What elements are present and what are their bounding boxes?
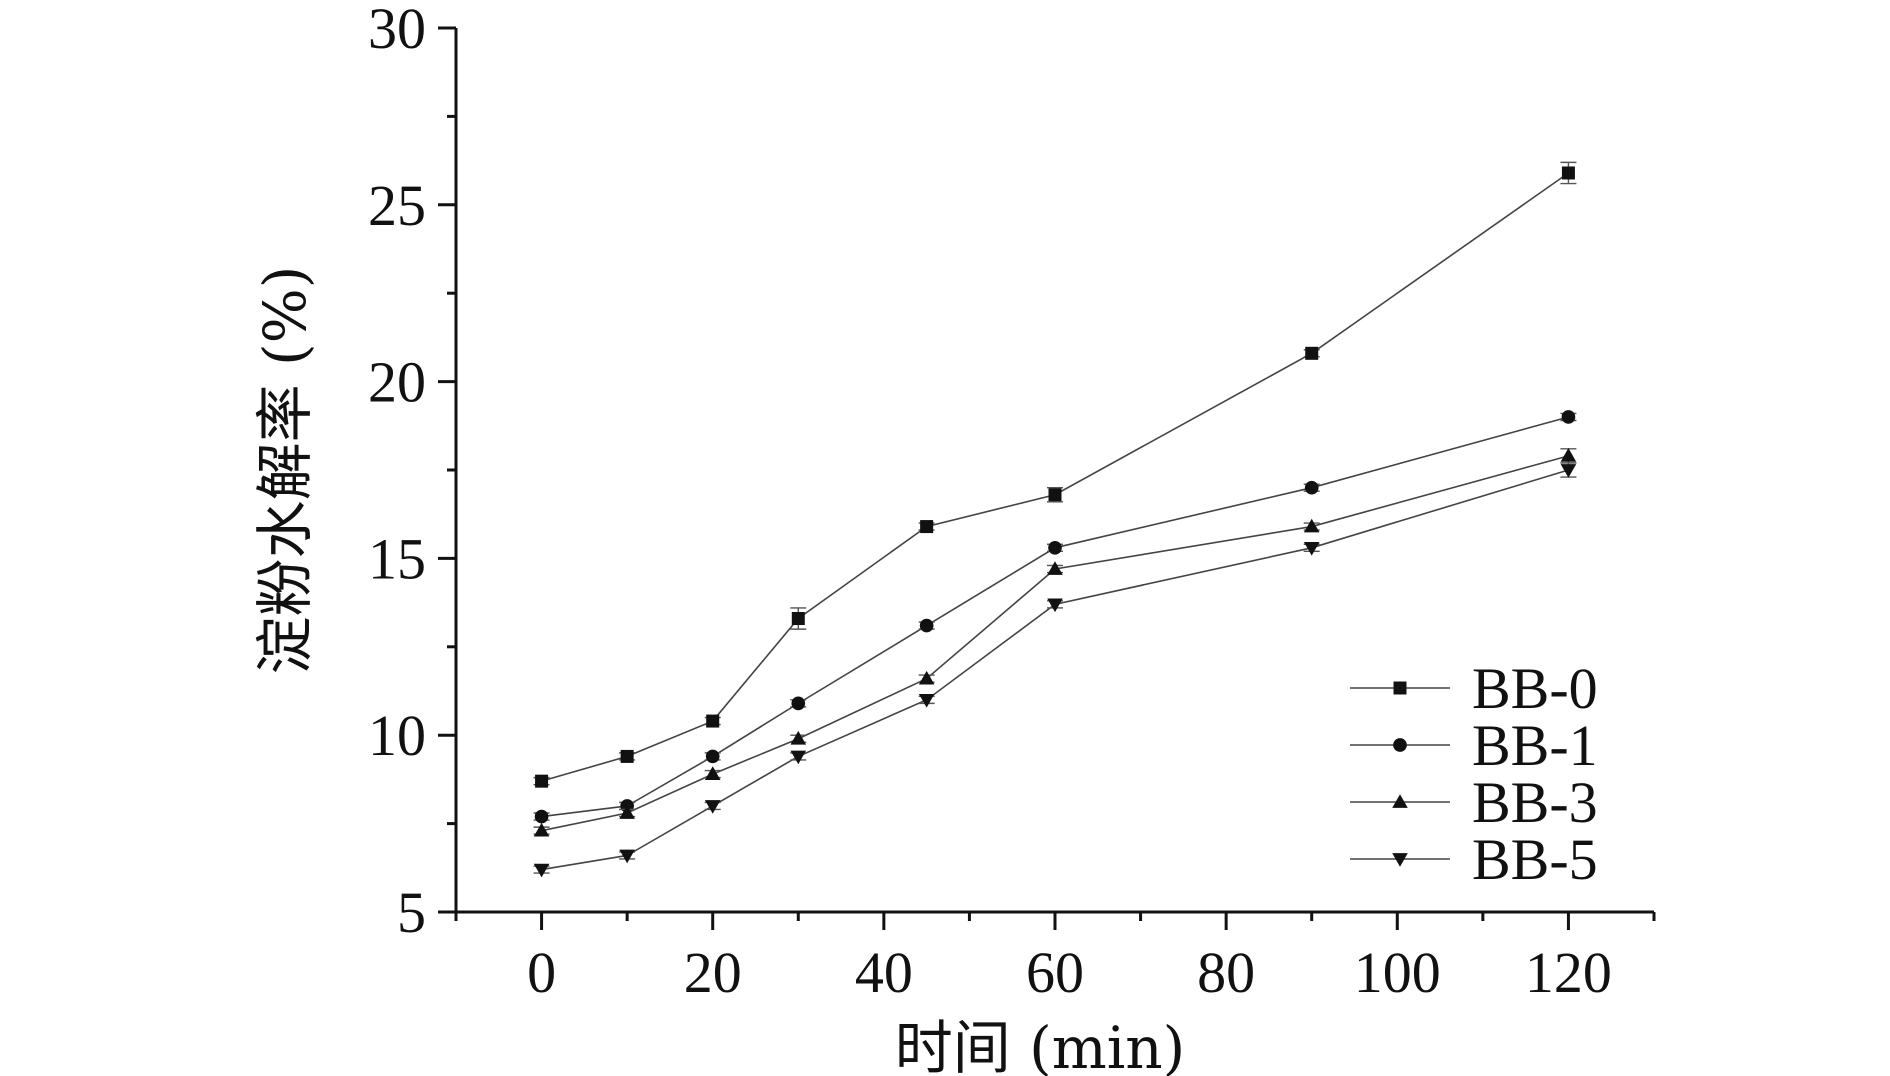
x-tick-label: 100 bbox=[1354, 940, 1441, 1005]
legend-label: BB-0 bbox=[1472, 656, 1598, 721]
data-point bbox=[1047, 561, 1063, 575]
x-tick-label: 0 bbox=[527, 940, 556, 1005]
y-tick-label: 30 bbox=[368, 0, 426, 61]
data-point bbox=[790, 730, 807, 745]
series-bb-0 bbox=[533, 161, 1577, 788]
data-point bbox=[791, 612, 805, 626]
data-point bbox=[1304, 480, 1319, 495]
data-point bbox=[918, 693, 935, 708]
legend-item: BB-1 bbox=[1350, 713, 1598, 778]
y-axis-title: 淀粉水解率 (%) bbox=[251, 266, 319, 675]
series-line bbox=[541, 416, 1569, 818]
series-layer bbox=[533, 161, 1577, 878]
legend-marker bbox=[1393, 738, 1407, 752]
y-tick-label: 15 bbox=[368, 526, 426, 591]
series-line bbox=[541, 455, 1569, 832]
data-point bbox=[1047, 598, 1063, 613]
legend-label: BB-3 bbox=[1472, 770, 1598, 835]
series-line bbox=[541, 172, 1569, 782]
legend: BB-0BB-1BB-3BB-5 bbox=[1350, 656, 1598, 892]
data-point bbox=[619, 849, 635, 864]
legend-item: BB-3 bbox=[1350, 770, 1598, 835]
data-point bbox=[704, 766, 721, 780]
data-point bbox=[706, 714, 720, 728]
data-point bbox=[1303, 518, 1320, 533]
y-ticks: 5 10 15 20 25 30 bbox=[368, 0, 456, 945]
series-bb-3 bbox=[533, 448, 1577, 837]
series-bb-1 bbox=[533, 410, 1577, 824]
data-point bbox=[1560, 464, 1577, 478]
x-ticks: 0 20 40 60 80 100 120 bbox=[454, 912, 1656, 1005]
y-tick-label: 10 bbox=[368, 703, 426, 768]
legend-marker bbox=[1392, 794, 1408, 808]
data-point bbox=[704, 800, 721, 814]
data-point bbox=[619, 805, 635, 819]
data-point bbox=[1561, 166, 1575, 180]
data-point bbox=[791, 696, 806, 711]
data-point bbox=[918, 670, 935, 685]
data-point bbox=[1305, 346, 1319, 360]
data-point bbox=[1561, 410, 1576, 424]
x-tick-label: 80 bbox=[1197, 940, 1255, 1005]
data-point bbox=[790, 750, 807, 765]
data-point bbox=[1303, 541, 1320, 556]
data-point bbox=[535, 774, 549, 788]
y-tick-label: 5 bbox=[397, 880, 426, 945]
data-point bbox=[1048, 540, 1062, 555]
y-tick-label: 25 bbox=[368, 173, 426, 238]
legend-item: BB-0 bbox=[1350, 656, 1598, 721]
data-point bbox=[920, 520, 934, 534]
legend-label: BB-5 bbox=[1472, 827, 1598, 892]
x-axis-title: 时间 (min) bbox=[895, 1014, 1186, 1076]
data-point bbox=[1560, 448, 1577, 462]
data-point bbox=[1048, 488, 1062, 502]
x-tick-label: 20 bbox=[684, 940, 742, 1005]
legend-marker bbox=[1393, 681, 1407, 695]
data-point bbox=[705, 749, 720, 764]
data-point bbox=[919, 618, 934, 633]
x-tick-label: 40 bbox=[855, 940, 913, 1005]
series-line bbox=[541, 469, 1569, 871]
data-point bbox=[620, 749, 634, 763]
data-point bbox=[534, 809, 549, 824]
data-point bbox=[533, 863, 550, 878]
series-bb-5 bbox=[533, 462, 1577, 878]
x-tick-label: 60 bbox=[1026, 940, 1084, 1005]
data-point bbox=[533, 822, 550, 837]
legend-marker bbox=[1392, 853, 1408, 867]
y-tick-label: 20 bbox=[368, 350, 426, 415]
legend-item: BB-5 bbox=[1350, 827, 1598, 892]
x-tick-label: 120 bbox=[1525, 940, 1612, 1005]
legend-label: BB-1 bbox=[1472, 713, 1598, 778]
